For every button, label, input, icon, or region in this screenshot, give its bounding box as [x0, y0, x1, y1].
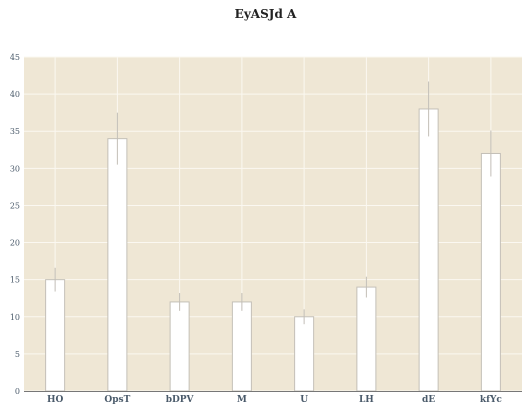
x-axis-ticks: HO OpsT bDPV M U LH dE kfYc	[47, 395, 502, 405]
y-tick-label: 25	[10, 201, 20, 210]
y-tick-label: 0	[15, 387, 20, 396]
x-tick-label: LH	[359, 395, 374, 405]
bar-LH	[356, 286, 377, 392]
x-tick-label: bDPV	[166, 395, 195, 405]
y-tick-label: 5	[15, 350, 20, 359]
x-tick-label: kfYc	[480, 395, 503, 405]
x-tick-label: HO	[47, 395, 64, 405]
bar-M	[231, 301, 252, 392]
plot-background	[24, 57, 522, 391]
y-tick-label: 10	[10, 313, 20, 322]
x-tick-label: dE	[422, 395, 435, 405]
y-tick-label: 15	[10, 276, 20, 285]
bar-kfYc	[480, 152, 501, 392]
y-tick-label: 35	[10, 127, 20, 136]
bar-HO	[45, 279, 66, 392]
bar-U	[294, 316, 315, 392]
bar-bDPV	[169, 301, 190, 392]
bar-dE	[418, 108, 439, 392]
bar-OpsT	[107, 138, 128, 392]
y-tick-label: 20	[10, 239, 20, 248]
x-tick-label: U	[300, 395, 308, 405]
y-tick-label: 45	[10, 53, 20, 62]
y-tick-label: 30	[10, 164, 20, 173]
chart-title: EyASJd A	[234, 7, 297, 21]
x-tick-label: OpsT	[104, 395, 130, 405]
bars	[45, 108, 501, 392]
y-tick-label: 40	[10, 90, 20, 99]
y-axis-ticks: 0 5 10 15 20 25 30 35 40 45	[10, 53, 20, 396]
error-bars	[54, 81, 492, 325]
x-tick-label: M	[237, 395, 247, 405]
